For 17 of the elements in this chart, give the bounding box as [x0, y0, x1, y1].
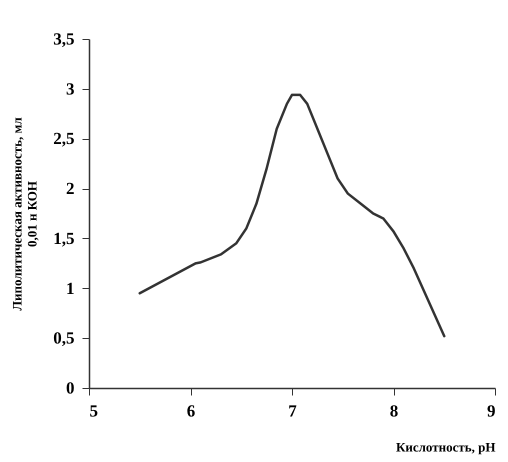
- x-tick-label: 8: [390, 402, 398, 420]
- y-tick-label: 1: [66, 278, 74, 298]
- x-tick-label: 5: [90, 402, 98, 420]
- x-tick-label: 6: [186, 402, 196, 420]
- x-tick-label: 7: [288, 402, 298, 420]
- y-tick-label: 1,5: [53, 228, 74, 248]
- y-tick-label: 0,5: [53, 328, 74, 348]
- y-tick-label: 2: [66, 179, 74, 198]
- y-tick-label: 2,5: [53, 129, 74, 148]
- line-series: [138, 94, 446, 338]
- y-tick-label: 3: [66, 79, 74, 98]
- y-tick-label: 3,5: [53, 30, 74, 48]
- x-tick-label: 9: [487, 402, 496, 420]
- text: 0,01 н КОН: [24, 180, 40, 248]
- y-tick-label: 0: [66, 378, 74, 398]
- x-axis-title: Кислотность, pH: [396, 440, 496, 454]
- text: Липолитическая активность, мл: [9, 117, 24, 311]
